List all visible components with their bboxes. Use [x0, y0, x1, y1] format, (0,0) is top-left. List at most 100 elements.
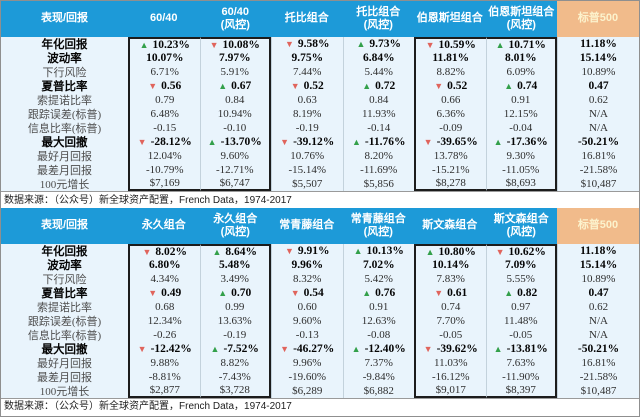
data-cell: -50.21%: [557, 135, 639, 149]
data-cell: ▲ 10.71%: [485, 37, 557, 51]
cell-value: 0.70: [231, 287, 252, 299]
data-cell: ▼ -39.62%: [414, 342, 486, 356]
column-header: 斯文森组合: [414, 208, 486, 244]
cell-value: 0.47: [588, 287, 609, 299]
cell-value: 0.97: [511, 301, 531, 313]
cell-value: 7.02%: [362, 259, 395, 271]
data-cell: 0.68: [128, 300, 200, 314]
row-label: 波动率: [47, 260, 82, 272]
down-arrow-icon: ▼: [434, 80, 444, 91]
data-cell: 8.32%: [271, 272, 343, 286]
up-arrow-icon: ▲: [353, 245, 363, 256]
cell-value: -7.43%: [218, 371, 251, 383]
data-cell: 13.63%: [199, 314, 271, 328]
cell-value: 6.36%: [436, 108, 465, 120]
table-bottom-header: 表现/回报 永久组合 永久组合 (风控) 常青藤组合 常青藤组合 (风控) 斯文森组合 斯文森组…: [1, 208, 639, 244]
data-cell: 7.09%: [485, 258, 557, 272]
cell-value: 0.74: [517, 80, 538, 92]
cell-value: 0.56: [161, 80, 182, 92]
cell-value: -0.14: [367, 122, 391, 134]
cell-value: -15.14%: [288, 164, 327, 176]
column-header: 永久组合 (风控): [200, 208, 272, 244]
column-header-label: 永久组合: [141, 219, 186, 232]
data-cell: 0.63: [271, 93, 343, 107]
cell-value: 0.91: [511, 94, 531, 106]
cell-value: 6.71%: [150, 66, 179, 78]
cell-value: -9.84%: [362, 371, 395, 383]
cell-value: -39.62%: [436, 343, 478, 355]
cell-value: 10.59%: [438, 39, 476, 51]
data-cell: 6.36%: [414, 107, 486, 121]
data-cell: 15.14%: [557, 258, 639, 272]
cell-value: 10.07%: [146, 52, 184, 64]
column-header: 标普500: [557, 208, 639, 244]
corner-header: 表现/回报: [40, 12, 89, 25]
data-cell: N/A: [557, 314, 639, 328]
data-cell: ▲ -12.40%: [342, 342, 415, 356]
data-cell: 12.63%: [342, 314, 415, 328]
row-label: 波动率: [47, 53, 82, 65]
cell-value: -13.81%: [506, 343, 548, 355]
cell-value: 7.63%: [506, 357, 535, 369]
down-arrow-icon: ▼: [137, 343, 147, 354]
up-arrow-icon: ▲: [493, 343, 503, 354]
data-cell: -9.84%: [342, 370, 415, 384]
column-header-label: 标普500: [577, 219, 619, 232]
data-cell: -11.90%: [485, 370, 557, 384]
data-cell: 10.89%: [557, 65, 639, 79]
data-cell: 11.18%: [557, 244, 639, 258]
data-cell: 9.60%: [199, 149, 271, 163]
cell-value: 12.04%: [147, 150, 182, 162]
data-cell: 0.84: [199, 93, 271, 107]
data-cell: ▲ 8.64%: [199, 244, 271, 258]
cell-value: 0.66: [441, 94, 461, 106]
cell-value: 10.08%: [222, 39, 260, 51]
cell-value: 11.48%: [503, 315, 538, 327]
data-cell: ▲ -7.52%: [199, 342, 271, 356]
data-cell: 7.37%: [342, 356, 415, 370]
data-cell: $7,169: [128, 177, 200, 191]
data-cell: -0.19: [199, 328, 271, 342]
data-cell: -0.10: [199, 121, 271, 135]
cell-value: 0.47: [588, 80, 609, 92]
column-header-label: 标普500: [577, 12, 619, 25]
data-cell: 9.75%: [271, 51, 343, 65]
cell-value: -0.04: [509, 122, 533, 134]
cell-value: $5,507: [292, 178, 323, 190]
cell-value: 8.01%: [504, 52, 537, 64]
data-cell: ▲ 0.74: [485, 79, 557, 93]
data-cell: 10.76%: [271, 149, 343, 163]
data-cell: $6,747: [199, 177, 271, 191]
up-arrow-icon: ▲: [351, 343, 361, 354]
data-cell: 0.91: [485, 93, 557, 107]
data-cell: 11.81%: [414, 51, 486, 65]
cell-value: 0.76: [375, 287, 396, 299]
cell-value: 16.81%: [581, 357, 616, 369]
data-cell: 3.49%: [199, 272, 271, 286]
row-label: 夏普比率: [41, 81, 88, 93]
data-cell: 10.89%: [557, 272, 639, 286]
data-cell: -0.05: [414, 328, 486, 342]
up-arrow-icon: ▲: [210, 343, 220, 354]
data-cell: 0.62: [557, 93, 639, 107]
data-cell: 4.34%: [128, 272, 200, 286]
cell-value: 5.91%: [220, 66, 249, 78]
table-bottom: 表现/回报 永久组合 永久组合 (风控) 常青藤组合 常青藤组合 (风控) 斯文森组合 斯文森组…: [1, 208, 639, 416]
cell-value: 0.79: [155, 94, 175, 106]
data-cell: -0.05: [485, 328, 557, 342]
cell-value: $6,747: [219, 177, 250, 189]
cell-value: $10,487: [580, 385, 617, 397]
cell-value: 10.89%: [581, 273, 616, 285]
data-cell: 6.71%: [128, 65, 200, 79]
data-cell: 16.81%: [557, 356, 639, 370]
row-label: 索提诺比率: [37, 302, 92, 314]
data-cell: 9.96%: [271, 356, 343, 370]
column-header: 常青藤组合: [271, 208, 343, 244]
data-cell: ▼ 9.58%: [271, 37, 343, 51]
data-cell: 5.44%: [342, 65, 415, 79]
data-cell: 5.42%: [342, 272, 415, 286]
cell-value: 10.80%: [438, 246, 476, 258]
data-cell: -0.04: [485, 121, 557, 135]
down-arrow-icon: ▼: [137, 136, 147, 147]
